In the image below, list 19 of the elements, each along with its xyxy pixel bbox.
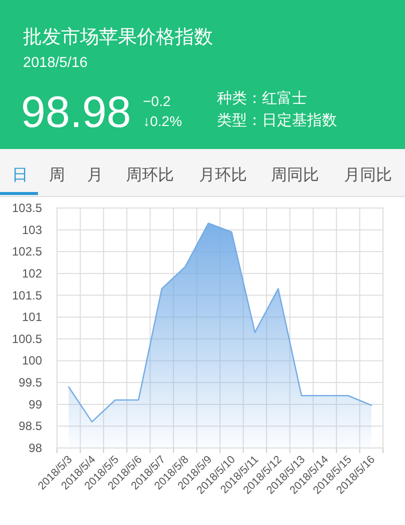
- y-tick-label: 101.5: [12, 288, 42, 302]
- y-tick-label: 99: [28, 397, 42, 412]
- y-tick-label: 100.5: [12, 332, 42, 346]
- subtitle: 2018/5/16: [23, 56, 88, 70]
- annotation: −0.2: [143, 94, 171, 108]
- y-tick-label: 103: [22, 222, 42, 237]
- annotation: 98.98: [21, 91, 132, 135]
- y-tick-label: 102: [22, 266, 42, 280]
- annotation: 种类：红富士: [217, 91, 307, 106]
- y-tick-label: 102.5: [12, 244, 42, 259]
- y-tick-label: 99.5: [18, 376, 42, 390]
- title: 批发市场苹果价格指数: [23, 28, 213, 47]
- annotation: 类型：日定基指数: [217, 113, 337, 128]
- y-tick-label: 98: [28, 441, 42, 455]
- y-tick-label: 98.5: [18, 419, 42, 434]
- annotation: ↓0.2%: [143, 114, 182, 128]
- y-tick-label: 100: [22, 354, 42, 368]
- y-tick-label: 103.5: [12, 201, 42, 215]
- y-tick-label: 101: [22, 310, 42, 324]
